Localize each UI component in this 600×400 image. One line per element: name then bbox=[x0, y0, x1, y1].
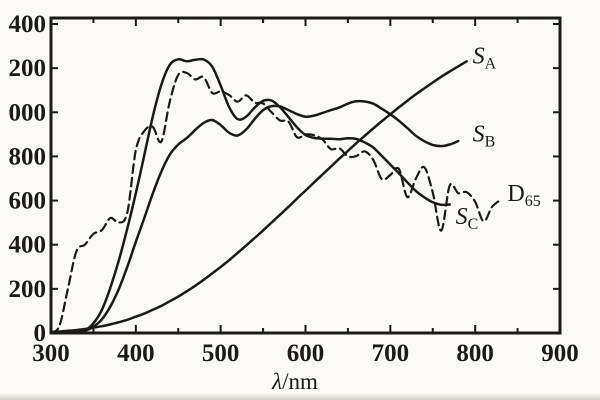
x-tick-label: 900 bbox=[541, 340, 579, 367]
x-tick-label: 400 bbox=[117, 340, 155, 367]
y-tick-label: 400 bbox=[9, 232, 47, 259]
curve-label-D65: D65 bbox=[507, 181, 540, 210]
y-tick-label: 600 bbox=[9, 188, 47, 215]
x-axis-title: λ/nm bbox=[271, 369, 318, 394]
curve-S_B bbox=[66, 99, 460, 335]
curve-S_C bbox=[66, 57, 451, 335]
curve-label-S_A: SA bbox=[473, 43, 497, 72]
curve-label-S_B: SB bbox=[473, 121, 496, 150]
curve-label-S_C: SC bbox=[456, 204, 479, 233]
x-tick-label: 700 bbox=[372, 340, 410, 367]
scan-edge-shadow bbox=[0, 393, 600, 400]
x-tick-label: 800 bbox=[456, 340, 494, 367]
y-tick-label: 000 bbox=[9, 99, 47, 126]
curve-D65 bbox=[49, 70, 502, 335]
y-tick-label: 0 bbox=[34, 320, 47, 347]
y-tick-label: 400 bbox=[9, 11, 47, 38]
x-tick-label: 500 bbox=[202, 340, 240, 367]
curve-S_A bbox=[49, 60, 468, 334]
x-tick-label: 300 bbox=[32, 340, 70, 367]
y-tick-label: 200 bbox=[9, 55, 47, 82]
x-tick-label: 600 bbox=[287, 340, 325, 367]
y-tick-label: 800 bbox=[9, 143, 47, 170]
y-tick-label: 200 bbox=[9, 276, 47, 303]
